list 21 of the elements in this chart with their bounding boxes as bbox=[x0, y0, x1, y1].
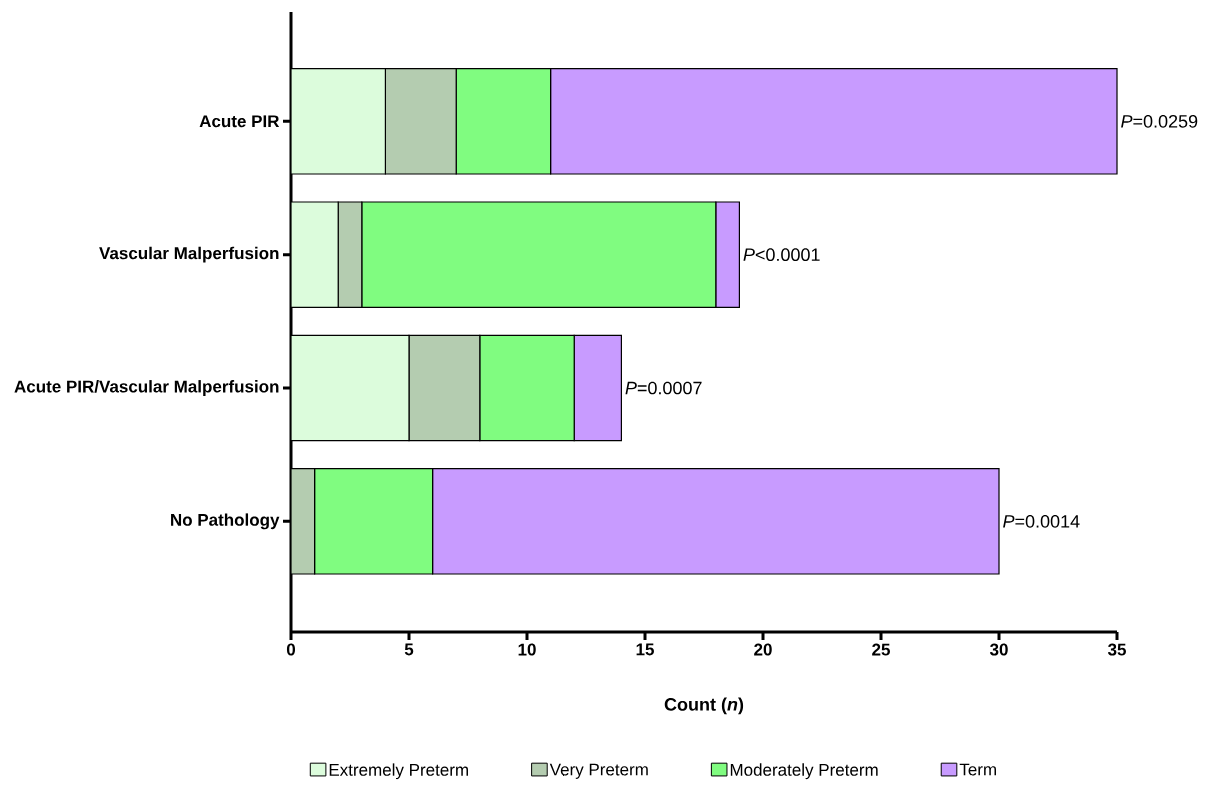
x-tick-label: 15 bbox=[636, 643, 654, 656]
y-tick-label: Vascular Malperfusion bbox=[99, 246, 279, 263]
y-tick-label: No Pathology bbox=[171, 513, 280, 530]
legend-label: Moderately Preterm bbox=[730, 763, 878, 780]
x-tick-label: 5 bbox=[404, 643, 414, 656]
annotation: P<0.0001 bbox=[743, 248, 820, 262]
x-tick-label: 25 bbox=[872, 643, 890, 656]
annotation: P=0.0014 bbox=[1003, 514, 1080, 528]
annotation: P=0.0007 bbox=[625, 381, 702, 395]
x-tick-label: 0 bbox=[286, 643, 296, 656]
x-tick-label: 30 bbox=[989, 643, 1008, 656]
y-tick-label: Acute PIR/Vascular Malperfusion bbox=[14, 380, 279, 396]
x-tick-label: 10 bbox=[518, 643, 536, 656]
x-tick-label: 20 bbox=[754, 643, 772, 656]
legend-label: Extremely Preterm bbox=[329, 763, 468, 780]
annotation: P=0.0259 bbox=[1121, 114, 1198, 128]
y-tick-label: Acute PIR bbox=[199, 115, 280, 128]
legend-label: Very Preterm bbox=[549, 763, 648, 779]
legend-label: Term bbox=[959, 763, 996, 776]
x-axis-title: Count (n) bbox=[664, 697, 744, 715]
x-tick-label: 35 bbox=[1107, 643, 1126, 656]
